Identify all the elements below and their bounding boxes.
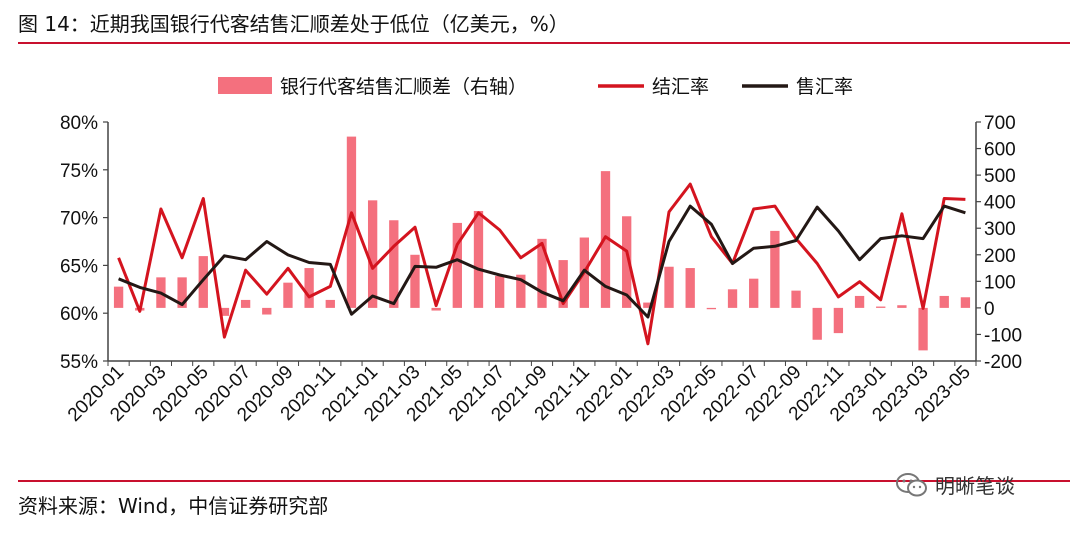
bar [770,230,780,308]
watermark: 明晰笔谈 [895,470,1015,499]
title-divider [18,42,1070,44]
bar [854,295,865,308]
bar [939,295,949,308]
bar [685,268,695,308]
right-tick-label: 0 [984,299,995,320]
bar [431,307,441,311]
left-tick-label: 55% [60,352,98,373]
bar [537,238,547,308]
right-tick-label: 700 [984,113,1016,134]
bar [812,307,822,340]
bar [643,302,653,308]
bar [897,305,907,308]
right-tick-label: 100 [984,272,1016,293]
bar [219,307,230,316]
wechat-icon [896,472,927,496]
legend-label: 售汇率 [796,76,853,98]
bar [791,290,801,308]
bar [410,254,420,308]
right-tick-label: 300 [984,219,1016,240]
right-tick-label: 400 [984,193,1016,214]
plot-axes [107,122,977,362]
bar [727,289,738,308]
bar [389,220,399,308]
left-tick-label: 70% [60,209,98,230]
series-line [118,204,966,319]
bar [262,307,272,315]
left-tick-label: 60% [60,304,98,325]
right-tick-label: -200 [984,352,1022,373]
bar [346,136,357,308]
bar [749,278,759,308]
legend: 银行代客结售汇顺差（右轴） 结汇率 售汇率 [218,76,853,98]
footer-divider [18,480,1070,482]
left-tick-label: 80% [60,113,98,134]
line-series [117,182,966,346]
right-tick-label: 600 [984,140,1016,161]
bar [473,210,484,308]
bar [113,286,124,308]
bar [833,307,844,334]
bar [240,299,251,308]
source-note: 资料来源：Wind，中信证券研究部 [18,494,329,518]
legend-label: 银行代客结售汇顺差（右轴） [280,76,527,98]
bar [367,200,378,308]
right-tick-label: 500 [984,166,1016,187]
figure-title: 图 14：近期我国银行代客结售汇顺差处于低位（亿美元，%） [18,12,569,36]
chart-area: 55% 60% 65% 70% 75% 80% -200 -100 0 100 200 300 400 5… [60,76,1022,426]
bar [283,282,293,308]
watermark-text: 明晰笔谈 [935,474,1015,498]
right-tick-label: 200 [984,246,1016,267]
left-tick-label: 75% [60,161,98,182]
bar [325,299,335,308]
right-tick-label: -100 [984,325,1022,346]
bar [495,276,505,308]
legend-label: 结汇率 [652,76,709,98]
bar [516,274,526,308]
bar [622,216,632,308]
bar [304,268,314,308]
left-tick-label: 65% [60,256,98,277]
bar [664,266,674,308]
bar [876,306,886,308]
bar [918,307,928,351]
bar [558,260,568,308]
bar [706,307,717,310]
bar [960,297,971,308]
legend-swatch [218,77,272,94]
bar [452,222,462,308]
series-line [117,182,966,346]
bar [177,277,187,308]
